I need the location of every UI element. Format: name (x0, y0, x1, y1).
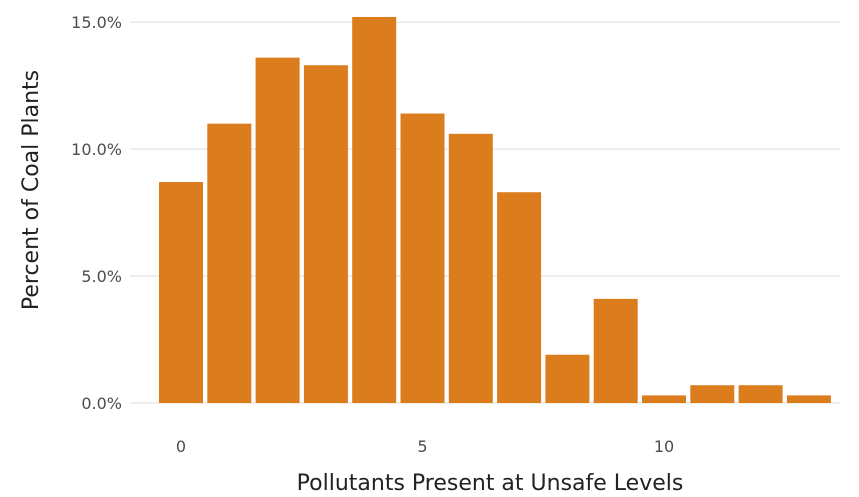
bar (545, 354, 590, 403)
x-tick-label: 5 (417, 437, 427, 456)
y-axis-tick-labels: 0.0% 5.0% 10.0% 15.0% (71, 13, 122, 413)
bar (448, 133, 493, 403)
bars (159, 17, 831, 403)
bar (255, 57, 300, 403)
bar (352, 17, 397, 403)
y-tick-label: 5.0% (81, 267, 122, 286)
x-tick-label: 10 (654, 437, 674, 456)
x-tick-label: 0 (176, 437, 186, 456)
bar (207, 123, 252, 403)
bar (642, 395, 686, 403)
bar (786, 395, 831, 403)
bar (690, 385, 735, 403)
y-axis-title: Percent of Coal Plants (19, 70, 44, 310)
y-tick-label: 10.0% (71, 140, 122, 159)
bar (400, 113, 445, 403)
x-axis-tick-labels: 0 5 10 (176, 437, 674, 456)
x-axis-title: Pollutants Present at Unsafe Levels (297, 471, 684, 496)
bar (303, 65, 348, 403)
y-tick-label: 0.0% (81, 394, 122, 413)
bar (497, 192, 542, 403)
bar (738, 385, 783, 403)
y-tick-label: 15.0% (71, 13, 122, 32)
bar (593, 298, 638, 403)
bar (159, 182, 203, 403)
